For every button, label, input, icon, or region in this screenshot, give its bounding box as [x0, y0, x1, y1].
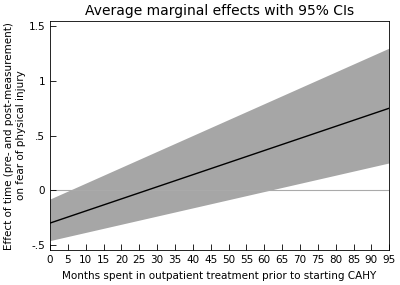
Title: Average marginal effects with 95% CIs: Average marginal effects with 95% CIs [85, 4, 354, 18]
Y-axis label: Effect of time (pre- and post-measurement)
on fear of physical injury: Effect of time (pre- and post-measuremen… [4, 22, 26, 249]
X-axis label: Months spent in outpatient treatment prior to starting CAHY: Months spent in outpatient treatment pri… [62, 271, 377, 281]
